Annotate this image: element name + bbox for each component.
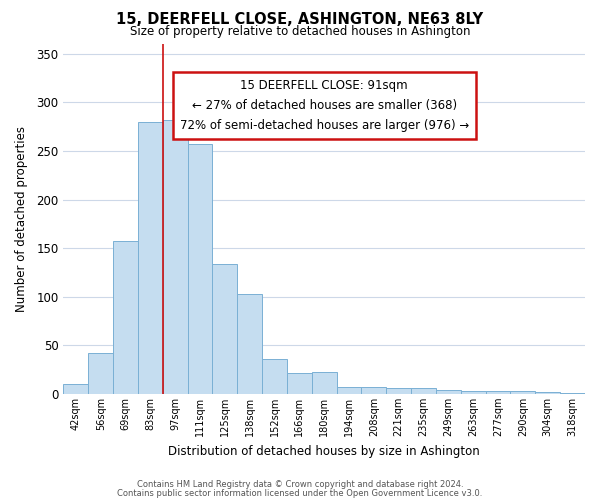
Bar bbox=[64, 384, 88, 394]
Bar bbox=[312, 372, 337, 394]
Bar bbox=[560, 393, 585, 394]
Text: 15, DEERFELL CLOSE, ASHINGTON, NE63 8LY: 15, DEERFELL CLOSE, ASHINGTON, NE63 8LY bbox=[116, 12, 484, 28]
Bar bbox=[461, 391, 485, 394]
Bar bbox=[535, 392, 560, 394]
Bar bbox=[188, 144, 212, 394]
Bar bbox=[237, 294, 262, 394]
Bar bbox=[511, 391, 535, 394]
Text: Contains public sector information licensed under the Open Government Licence v3: Contains public sector information licen… bbox=[118, 488, 482, 498]
Bar bbox=[163, 120, 188, 394]
Bar bbox=[411, 388, 436, 394]
Bar bbox=[88, 353, 113, 394]
Bar bbox=[386, 388, 411, 394]
Bar bbox=[485, 391, 511, 394]
Bar bbox=[113, 242, 138, 394]
Bar bbox=[287, 372, 312, 394]
Bar bbox=[138, 122, 163, 394]
Bar bbox=[361, 387, 386, 394]
Bar bbox=[262, 359, 287, 394]
Text: Contains HM Land Registry data © Crown copyright and database right 2024.: Contains HM Land Registry data © Crown c… bbox=[137, 480, 463, 489]
Bar bbox=[436, 390, 461, 394]
X-axis label: Distribution of detached houses by size in Ashington: Distribution of detached houses by size … bbox=[169, 444, 480, 458]
Text: 15 DEERFELL CLOSE: 91sqm
← 27% of detached houses are smaller (368)
72% of semi-: 15 DEERFELL CLOSE: 91sqm ← 27% of detach… bbox=[179, 79, 469, 132]
Bar bbox=[337, 387, 361, 394]
Y-axis label: Number of detached properties: Number of detached properties bbox=[15, 126, 28, 312]
Text: Size of property relative to detached houses in Ashington: Size of property relative to detached ho… bbox=[130, 25, 470, 38]
Bar bbox=[212, 264, 237, 394]
